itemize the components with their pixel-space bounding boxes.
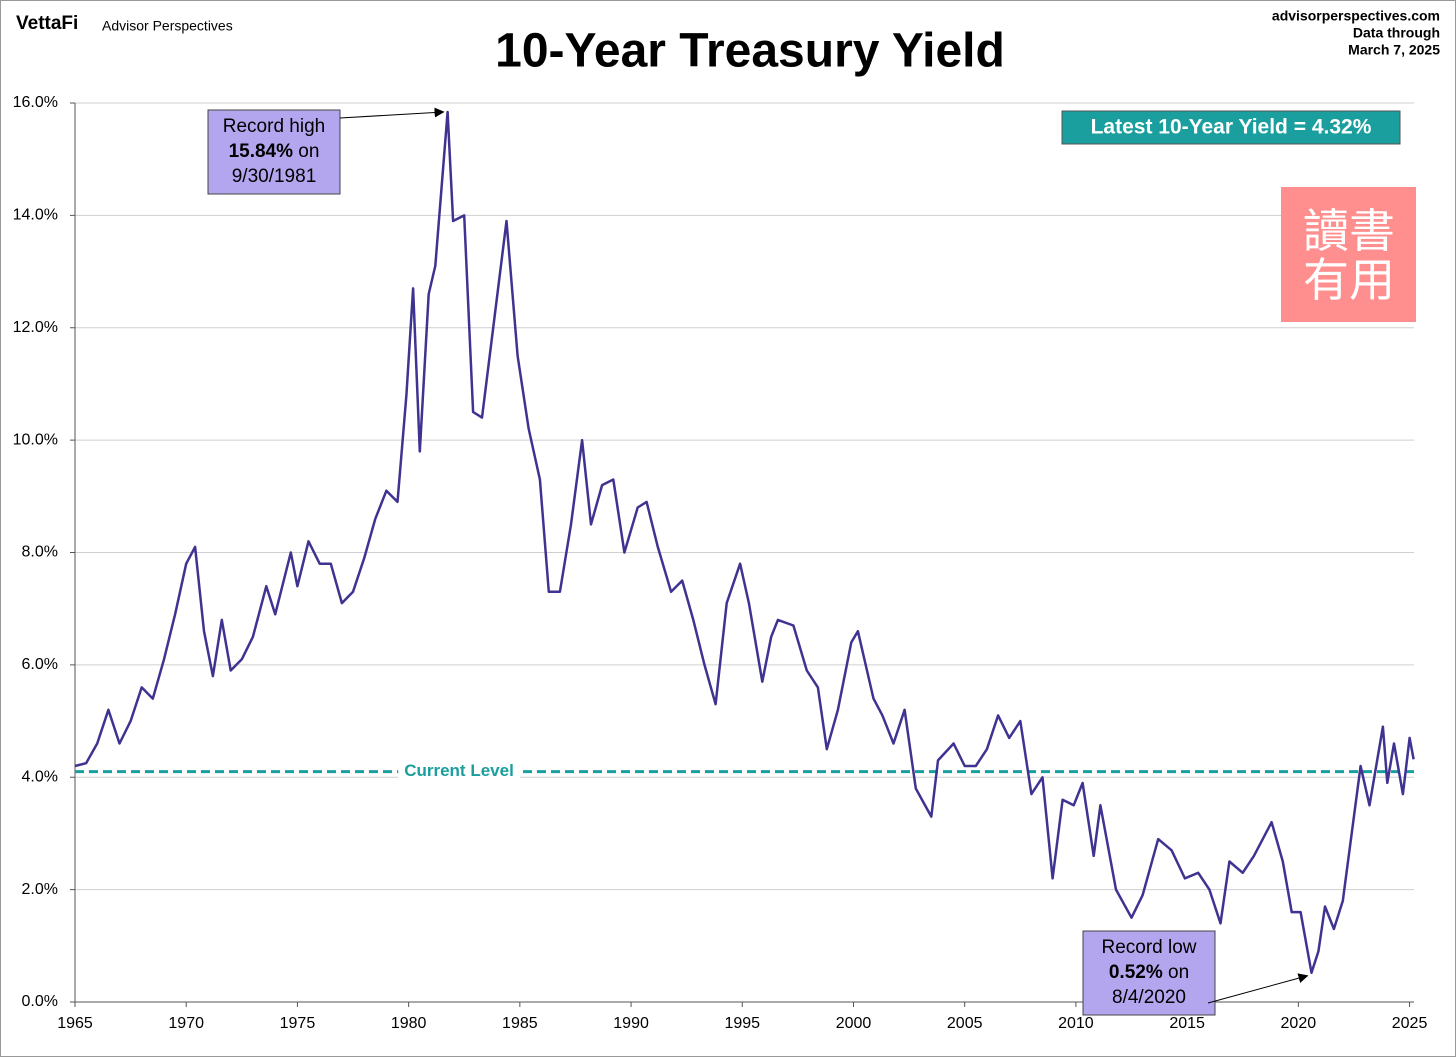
annotation-box (207, 109, 341, 195)
y-tick-label: 14.0% (13, 207, 58, 224)
source: Data through (1353, 25, 1440, 41)
y-tick-label: 16.0% (13, 94, 58, 111)
annotation-text: on (1168, 962, 1189, 983)
reference-label-bg (398, 761, 520, 781)
watermark-char: 讀 (1303, 204, 1349, 258)
annotation-arrow (339, 107, 445, 119)
source: March 7, 2025 (1348, 42, 1440, 58)
y-tick-label: 2.0% (22, 881, 58, 898)
x-tick-label: 1980 (391, 1015, 427, 1032)
x-tick-label: 2015 (1169, 1015, 1205, 1032)
watermark (1281, 187, 1416, 322)
annotation-arrow (1207, 973, 1309, 1004)
watermark-char: 書 (1349, 204, 1395, 258)
x-tick-label: 1985 (502, 1015, 538, 1032)
annotation-text: 15.84% on (229, 141, 320, 162)
x-tick-label: 2020 (1281, 1015, 1317, 1032)
source: advisorperspectives.com (1272, 8, 1440, 24)
annotation-box (1082, 930, 1216, 1016)
y-tick-label: 6.0% (22, 656, 58, 673)
x-tick-label: 1965 (57, 1015, 93, 1032)
watermark-char: 用 (1349, 253, 1395, 307)
annotation-text: on (298, 141, 319, 162)
x-tick-label: 1995 (724, 1015, 760, 1032)
annotation-text: Record low (1101, 937, 1196, 958)
annotation-value: 0.52% (1109, 962, 1163, 983)
latest-label: Latest 10-Year Yield = 4.32% (1091, 116, 1372, 139)
plot: 0.0% 2.0% 4.0% 6.0% 8.0% 10.0% 12.0% 14.0% 16.0%… (13, 94, 1428, 1032)
x-tick-label: 2005 (947, 1015, 983, 1032)
y-tick-label: 8.0% (22, 544, 58, 561)
brand: VettaFi (16, 13, 78, 34)
watermark-char: 有 (1303, 253, 1349, 307)
reference-label: Current Level (404, 761, 514, 780)
y-tick-label: 10.0% (13, 431, 58, 448)
annotation-text: Record high (223, 116, 325, 137)
annotation-text: 8/4/2020 (1112, 987, 1186, 1008)
x-tick-label: 1970 (168, 1015, 204, 1032)
x-tick-label: 1975 (280, 1015, 316, 1032)
x-tick-label: 2025 (1392, 1015, 1428, 1032)
x-tick-label: 2000 (836, 1015, 872, 1032)
y-tick-label: 4.0% (22, 768, 58, 785)
y-tick-label: 0.0% (22, 993, 58, 1010)
subtitle: Advisor Perspectives (102, 18, 233, 34)
latest-box (1061, 110, 1401, 145)
yield-line (74, 110, 1415, 975)
x-tick-label: 1990 (613, 1015, 649, 1032)
chart-title: 10-Year Treasury Yield (495, 25, 1005, 78)
annotation-text: 9/30/1981 (232, 166, 317, 187)
annotation-text: 0.52% on (1109, 962, 1189, 983)
x-tick-label: 2010 (1058, 1015, 1094, 1032)
annotation-value: 15.84% (229, 141, 294, 162)
y-tick-label: 12.0% (13, 319, 58, 336)
